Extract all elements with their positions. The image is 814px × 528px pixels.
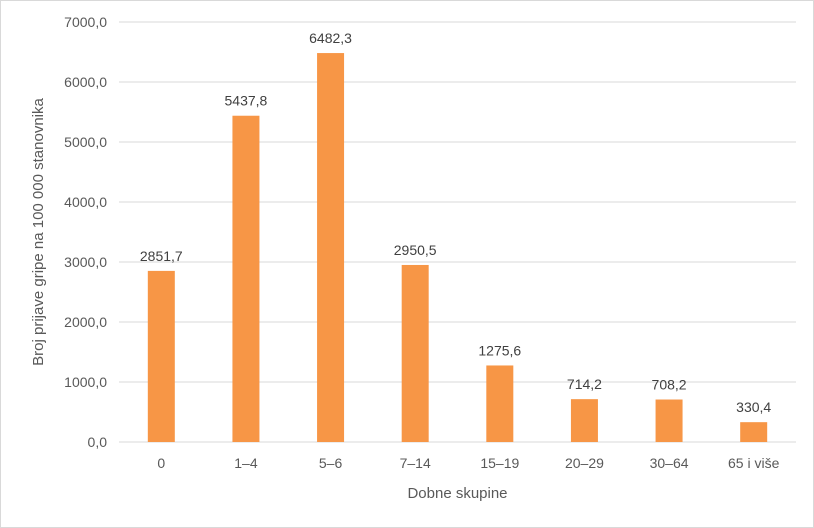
- x-axis-title: Dobne skupine: [407, 485, 507, 502]
- data-labels: 2851,7 5437,8 6482,3 2950,5 1275,6 714,2 708,2…: [140, 30, 772, 415]
- y-tick-labels: 0,0 1000,0 2000,0 3000,0 4000,0 5000,0 6000,0 7…: [64, 14, 107, 450]
- x-tick-label: 65 i više: [728, 455, 780, 471]
- data-label: 2950,5: [394, 242, 437, 258]
- data-label: 714,2: [567, 376, 602, 392]
- data-label: 708,2: [652, 377, 687, 393]
- y-axis-title: Broj prijave gripe na 100 000 stanovnika: [30, 98, 47, 366]
- bar: [486, 365, 514, 442]
- x-tick-labels: 0 1–4 5–6 7–14 15–19 20–29 30–64 65 i više: [157, 455, 779, 471]
- bar: [401, 264, 429, 442]
- y-tick-label: 3000,0: [64, 254, 107, 270]
- x-tick-label: 30–64: [650, 455, 689, 471]
- bar: [232, 115, 260, 443]
- y-tick-label: 2000,0: [64, 314, 107, 330]
- data-label: 5437,8: [225, 93, 268, 109]
- data-label: 6482,3: [309, 30, 352, 46]
- x-tick-label: 1–4: [234, 455, 258, 471]
- x-tick-label: 20–29: [565, 455, 604, 471]
- data-label: 2851,7: [140, 248, 183, 264]
- bar: [317, 53, 345, 442]
- y-tick-label: 7000,0: [64, 14, 107, 30]
- data-label: 330,4: [736, 399, 771, 415]
- y-tick-label: 1000,0: [64, 374, 107, 390]
- x-tick-label: 7–14: [400, 455, 431, 471]
- bar: [147, 270, 175, 442]
- bar: [570, 399, 598, 442]
- x-tick-label: 0: [157, 455, 165, 471]
- y-tick-label: 4000,0: [64, 194, 107, 210]
- bar: [740, 422, 768, 442]
- x-tick-label: 15–19: [480, 455, 519, 471]
- x-tick-label: 5–6: [319, 455, 343, 471]
- bars: [147, 53, 768, 443]
- gridlines: [119, 21, 796, 443]
- bar: [655, 399, 683, 442]
- data-label: 1275,6: [478, 342, 521, 358]
- y-tick-label: 5000,0: [64, 134, 107, 150]
- y-tick-label: 0,0: [88, 434, 108, 450]
- y-tick-label: 6000,0: [64, 74, 107, 90]
